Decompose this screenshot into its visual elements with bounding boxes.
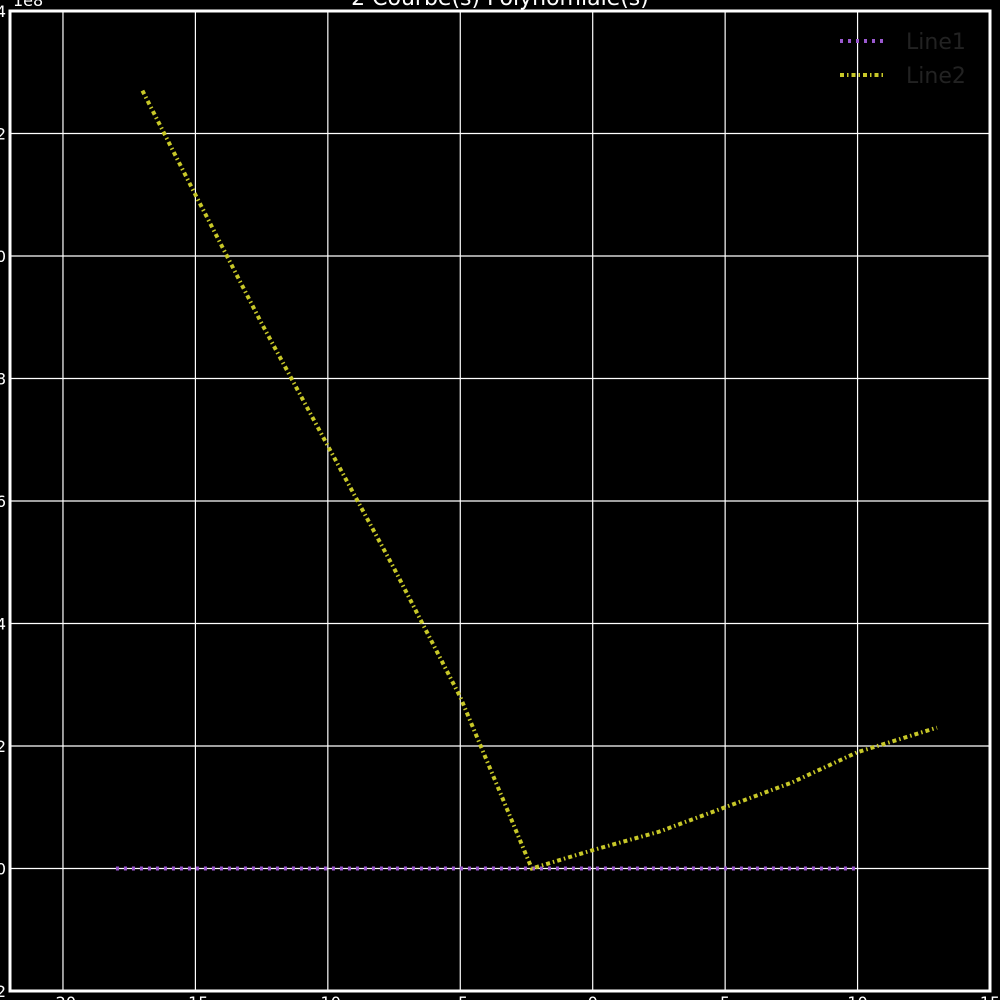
chart-title: 2 Courbe(s) Polynomiale(s) (351, 0, 649, 11)
x-tick-label: -20 (50, 993, 76, 1000)
x-tick-label: 15 (980, 993, 1000, 1000)
legend: Line1 Line2 (840, 30, 966, 89)
legend-label-line1: Line1 (906, 30, 966, 55)
y-tick-label: 8 (0, 370, 6, 389)
y-tick-label: 14 (0, 2, 6, 21)
x-tick-label: -10 (315, 993, 341, 1000)
y-tick-label: 4 (0, 615, 6, 634)
y-tick-label: 12 (0, 125, 6, 144)
y-tick-label: 6 (0, 492, 6, 511)
x-tick-label: 0 (588, 993, 598, 1000)
x-tick-label: 5 (720, 993, 730, 1000)
x-tick-label: -5 (452, 993, 468, 1000)
series-line-line2 (140, 89, 938, 871)
x-tick-label: -15 (182, 993, 208, 1000)
plot-frame (8, 9, 992, 993)
legend-label-line2: Line2 (906, 64, 966, 89)
y-tick-label: 2 (0, 737, 6, 756)
y-axis-offset-label: 1e8 (13, 0, 43, 10)
y-tick-label: 10 (0, 247, 6, 266)
y-tick-label: 0 (0, 860, 6, 879)
series-lines (115, 89, 938, 871)
x-tick-label: 10 (847, 993, 867, 1000)
y-tick-label: -2 (0, 982, 6, 1000)
